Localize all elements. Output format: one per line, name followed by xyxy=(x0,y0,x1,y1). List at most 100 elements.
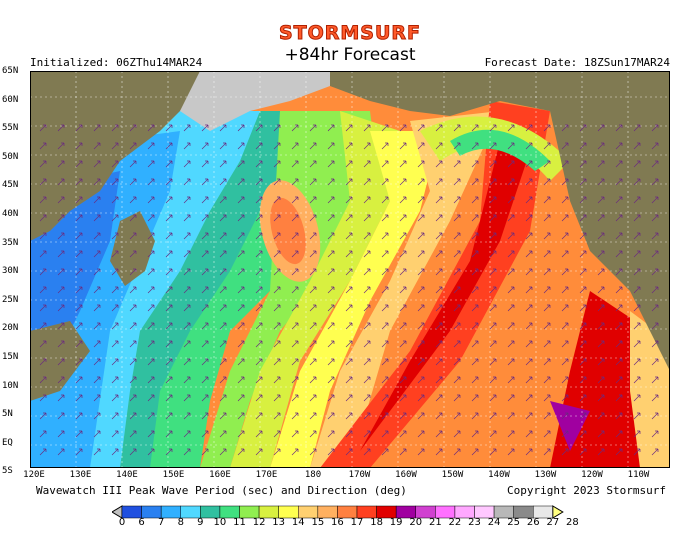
direction-arrow xyxy=(93,124,101,132)
direction-arrow xyxy=(165,178,173,186)
lon-label: 180 xyxy=(304,470,322,480)
direction-arrow xyxy=(129,160,137,168)
direction-arrow xyxy=(201,178,209,186)
direction-arrow xyxy=(201,160,209,168)
direction-arrow xyxy=(435,304,443,312)
direction-arrow xyxy=(489,214,497,222)
direction-arrow xyxy=(417,394,425,402)
direction-arrow xyxy=(255,142,263,150)
direction-arrow xyxy=(399,142,407,150)
direction-arrow xyxy=(651,214,659,222)
direction-arrow xyxy=(381,286,389,294)
direction-arrow xyxy=(543,232,551,240)
lon-label: 160E xyxy=(209,470,231,480)
direction-arrow xyxy=(75,358,83,366)
direction-arrow xyxy=(453,214,461,222)
direction-arrow xyxy=(435,232,443,240)
direction-arrow xyxy=(399,376,407,384)
direction-arrow xyxy=(651,394,659,402)
direction-arrow xyxy=(651,376,659,384)
direction-arrow xyxy=(201,304,209,312)
direction-arrow xyxy=(129,286,137,294)
direction-arrow xyxy=(237,286,245,294)
direction-arrow xyxy=(39,358,47,366)
direction-arrow xyxy=(309,412,317,420)
direction-arrow xyxy=(57,430,65,438)
zone-15 xyxy=(310,111,500,468)
direction-arrow xyxy=(363,322,371,330)
direction-arrow xyxy=(615,340,623,348)
direction-arrow xyxy=(633,124,641,132)
direction-arrow xyxy=(543,124,551,132)
direction-arrow xyxy=(237,448,245,456)
legend-value: 14 xyxy=(291,517,305,528)
direction-arrow xyxy=(273,358,281,366)
direction-arrow xyxy=(579,160,587,168)
direction-arrow xyxy=(651,124,659,132)
direction-arrow xyxy=(345,178,353,186)
direction-arrow xyxy=(453,232,461,240)
direction-arrow xyxy=(417,178,425,186)
direction-arrow xyxy=(237,250,245,258)
direction-arrow xyxy=(633,412,641,420)
direction-arrow xyxy=(399,304,407,312)
direction-arrow xyxy=(651,412,659,420)
direction-arrow xyxy=(633,178,641,186)
direction-arrow xyxy=(129,142,137,150)
direction-arrow xyxy=(363,124,371,132)
direction-arrow xyxy=(129,322,137,330)
direction-arrow xyxy=(507,340,515,348)
direction-arrow xyxy=(615,286,623,294)
direction-arrow xyxy=(219,178,227,186)
direction-arrow xyxy=(291,178,299,186)
direction-arrow xyxy=(399,340,407,348)
direction-arrow xyxy=(579,142,587,150)
direction-arrow xyxy=(417,124,425,132)
direction-arrow xyxy=(435,376,443,384)
direction-arrow xyxy=(543,322,551,330)
direction-arrow xyxy=(489,322,497,330)
direction-arrow xyxy=(615,160,623,168)
direction-arrow xyxy=(201,142,209,150)
legend-value: 8 xyxy=(177,517,184,528)
direction-arrow xyxy=(129,358,137,366)
direction-arrow xyxy=(435,394,443,402)
direction-arrow xyxy=(75,376,83,384)
direction-arrow xyxy=(327,178,335,186)
direction-arrow xyxy=(129,394,137,402)
direction-arrow xyxy=(525,142,533,150)
direction-arrow xyxy=(219,358,227,366)
direction-arrow xyxy=(93,340,101,348)
direction-arrow xyxy=(363,448,371,456)
direction-arrow xyxy=(435,340,443,348)
direction-arrow xyxy=(471,232,479,240)
direction-arrow xyxy=(597,142,605,150)
direction-arrow xyxy=(579,178,587,186)
legend-value: 11 xyxy=(233,517,246,528)
japan-land xyxy=(110,211,155,286)
direction-arrow xyxy=(309,232,317,240)
direction-arrow xyxy=(615,376,623,384)
direction-arrow xyxy=(435,322,443,330)
direction-arrow xyxy=(615,178,623,186)
direction-arrow xyxy=(381,214,389,222)
direction-arrow xyxy=(579,412,587,420)
direction-arrow xyxy=(507,286,515,294)
direction-arrow xyxy=(255,358,263,366)
direction-arrow xyxy=(417,232,425,240)
direction-arrow xyxy=(129,178,137,186)
direction-arrow xyxy=(147,214,155,222)
direction-arrow xyxy=(507,430,515,438)
direction-arrow xyxy=(417,196,425,204)
direction-arrow xyxy=(579,340,587,348)
direction-arrow xyxy=(255,304,263,312)
direction-arrow xyxy=(399,214,407,222)
direction-arrow xyxy=(57,394,65,402)
direction-arrow xyxy=(39,214,47,222)
direction-arrow xyxy=(453,196,461,204)
direction-arrow xyxy=(57,232,65,240)
direction-arrow xyxy=(579,232,587,240)
direction-arrow xyxy=(327,394,335,402)
direction-arrow xyxy=(525,214,533,222)
direction-arrow xyxy=(399,250,407,258)
